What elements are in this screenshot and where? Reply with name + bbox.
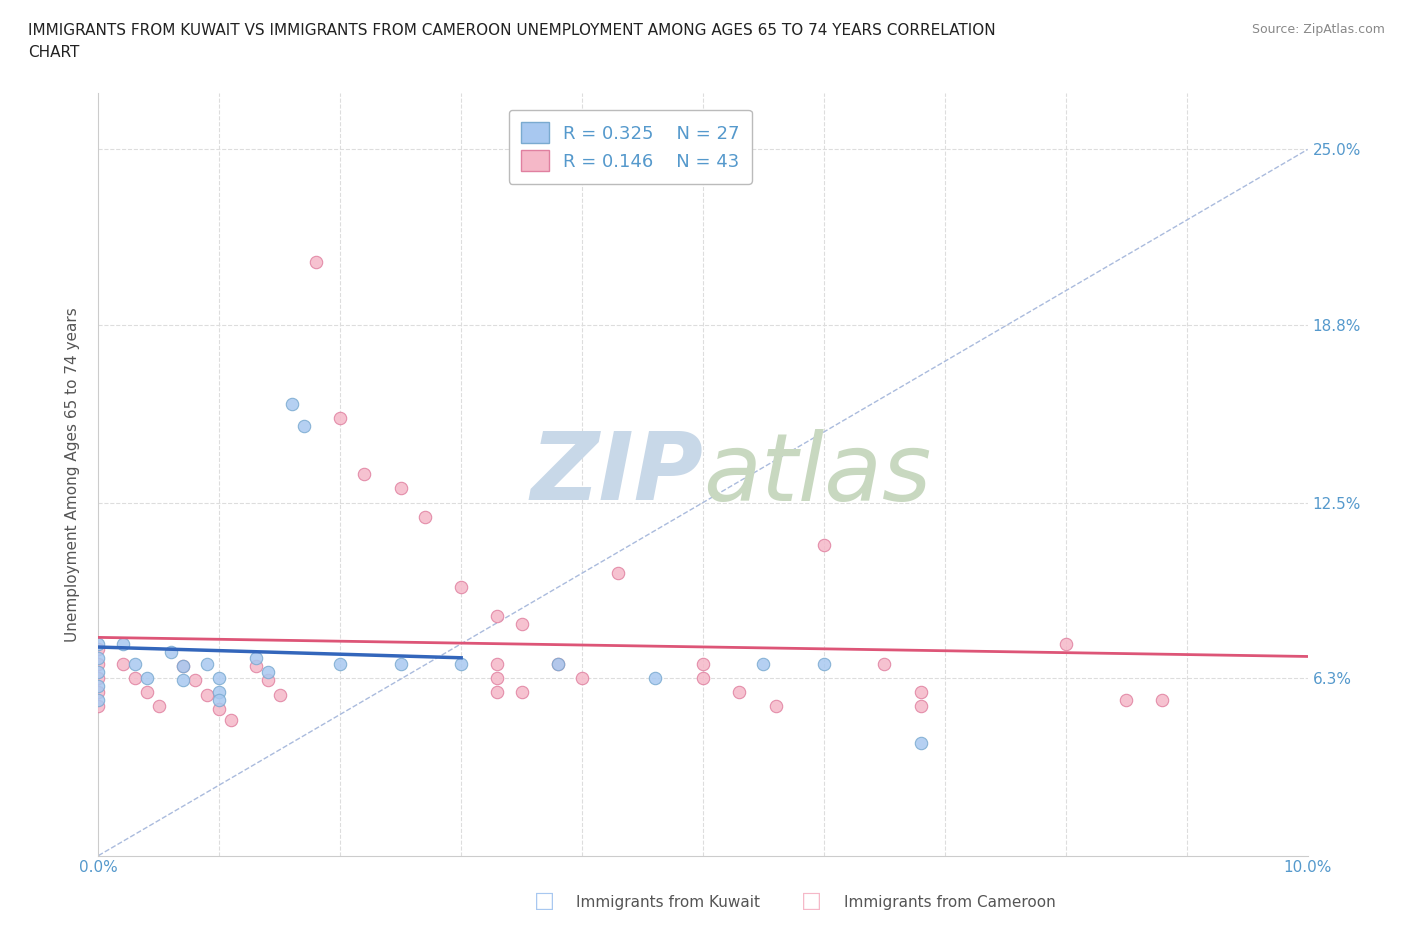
Point	[87, 656, 110, 671]
Text: ZIP: ZIP	[530, 429, 703, 520]
Point	[245, 650, 267, 665]
Point	[292, 418, 315, 433]
Point	[692, 656, 714, 671]
Text: Immigrants from Kuwait: Immigrants from Kuwait	[576, 895, 761, 910]
Point	[510, 617, 533, 631]
Text: atlas: atlas	[703, 429, 931, 520]
Point	[87, 665, 110, 680]
Point	[813, 656, 835, 671]
Point	[1054, 636, 1077, 651]
Point	[486, 684, 509, 699]
Point	[160, 644, 183, 659]
Point	[510, 684, 533, 699]
Text: Immigrants from Cameroon: Immigrants from Cameroon	[844, 895, 1056, 910]
Point	[221, 712, 243, 727]
Point	[1115, 693, 1137, 708]
Point	[87, 693, 110, 708]
Legend: R = 0.325    N = 27, R = 0.146    N = 43: R = 0.325 N = 27, R = 0.146 N = 43	[509, 110, 752, 184]
Point	[87, 684, 110, 699]
Point	[486, 656, 509, 671]
Point	[450, 656, 472, 671]
Point	[910, 736, 932, 751]
Text: □: □	[801, 891, 823, 911]
Point	[87, 636, 110, 651]
Point	[486, 608, 509, 623]
Point	[256, 673, 278, 688]
Point	[111, 656, 134, 671]
Point	[256, 665, 278, 680]
Point	[547, 656, 569, 671]
Point	[208, 693, 231, 708]
Point	[389, 656, 412, 671]
Point	[208, 684, 231, 699]
Point	[87, 679, 110, 694]
Y-axis label: Unemployment Among Ages 65 to 74 years: Unemployment Among Ages 65 to 74 years	[65, 307, 80, 642]
Point	[547, 656, 569, 671]
Point	[1152, 693, 1174, 708]
Point	[765, 698, 787, 713]
Point	[172, 673, 194, 688]
Point	[111, 636, 134, 651]
Point	[571, 671, 593, 685]
Text: Source: ZipAtlas.com: Source: ZipAtlas.com	[1251, 23, 1385, 36]
Point	[87, 671, 110, 685]
Point	[124, 656, 146, 671]
Point	[184, 673, 207, 688]
Point	[329, 656, 352, 671]
Point	[752, 656, 775, 671]
Point	[195, 687, 218, 702]
Point	[305, 255, 328, 270]
Point	[607, 565, 630, 580]
Point	[87, 650, 110, 665]
Point	[195, 656, 218, 671]
Point	[910, 698, 932, 713]
Point	[208, 671, 231, 685]
Point	[245, 659, 267, 674]
Text: CHART: CHART	[28, 45, 80, 60]
Point	[353, 467, 375, 482]
Point	[910, 684, 932, 699]
Point	[124, 671, 146, 685]
Point	[873, 656, 896, 671]
Point	[389, 481, 412, 496]
Point	[644, 671, 666, 685]
Point	[329, 410, 352, 425]
Point	[450, 579, 472, 594]
Point	[135, 671, 157, 685]
Point	[87, 642, 110, 657]
Point	[87, 698, 110, 713]
Point	[281, 396, 304, 411]
Point	[135, 684, 157, 699]
Point	[269, 687, 291, 702]
Point	[172, 659, 194, 674]
Point	[692, 671, 714, 685]
Point	[813, 538, 835, 552]
Point	[413, 510, 436, 525]
Text: □: □	[534, 891, 555, 911]
Point	[148, 698, 170, 713]
Point	[728, 684, 751, 699]
Text: IMMIGRANTS FROM KUWAIT VS IMMIGRANTS FROM CAMEROON UNEMPLOYMENT AMONG AGES 65 TO: IMMIGRANTS FROM KUWAIT VS IMMIGRANTS FRO…	[28, 23, 995, 38]
Point	[208, 701, 231, 716]
Point	[486, 671, 509, 685]
Point	[172, 659, 194, 674]
